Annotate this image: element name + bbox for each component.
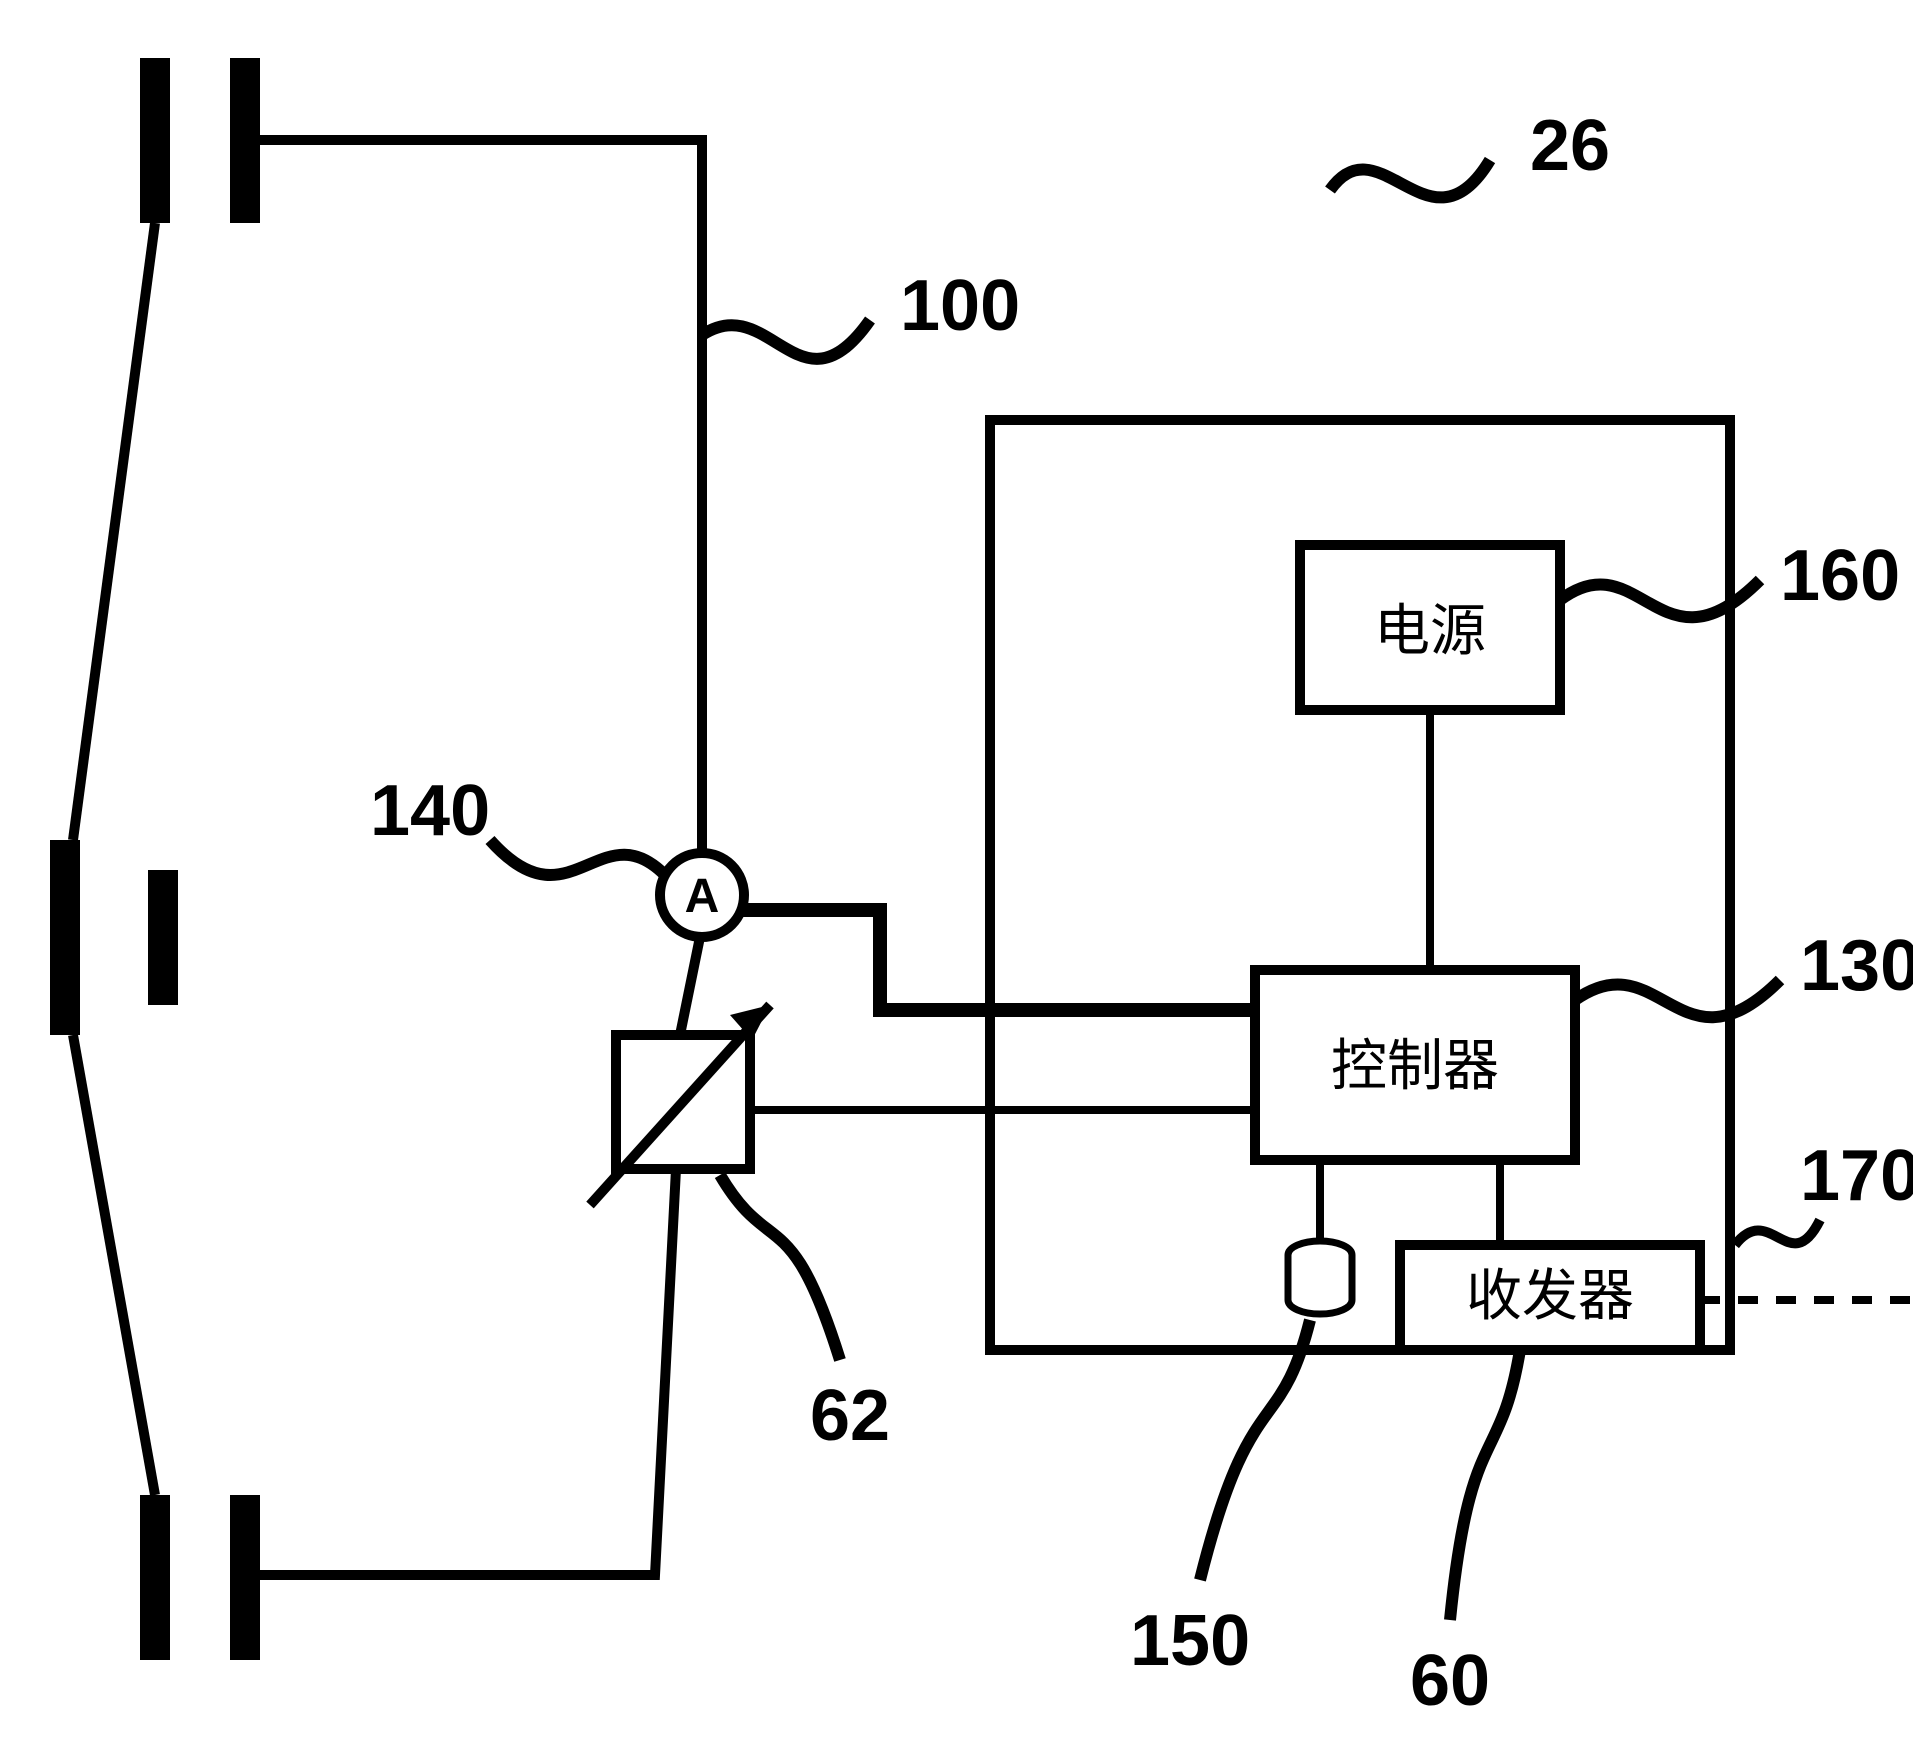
wire xyxy=(73,223,155,840)
capacitor-plate xyxy=(50,840,80,1035)
ref-160: 160 xyxy=(1780,536,1900,616)
ref-170: 170 xyxy=(1800,1136,1913,1216)
leader-130 xyxy=(1575,980,1780,1017)
leader-170 xyxy=(1735,1220,1820,1245)
wire xyxy=(73,1035,155,1495)
wire xyxy=(260,1169,676,1575)
leader-60 xyxy=(1450,1350,1520,1620)
capacitor-plate xyxy=(230,1495,260,1660)
ref-26: 26 xyxy=(1530,106,1610,186)
circuit-diagram: A 电源 控制器 收发器 26 100 160 xyxy=(0,0,1913,1754)
capacitor-plate xyxy=(148,870,178,1005)
ref-62: 62 xyxy=(810,1376,890,1456)
capacitor-plate xyxy=(140,58,170,223)
ref-140: 140 xyxy=(370,771,490,851)
ref-60: 60 xyxy=(1410,1641,1490,1721)
ammeter-label: A xyxy=(685,870,720,923)
leader-140 xyxy=(490,840,665,875)
cylinder-icon xyxy=(1288,1241,1352,1314)
leader-150 xyxy=(1200,1320,1310,1580)
power-label: 电源 xyxy=(1374,601,1486,663)
wire xyxy=(680,937,700,1035)
ref-100: 100 xyxy=(900,266,1020,346)
capacitor-plate xyxy=(140,1495,170,1660)
leader-62 xyxy=(720,1175,840,1360)
ref-150: 150 xyxy=(1130,1601,1250,1681)
wire xyxy=(260,140,702,853)
capacitor-plate xyxy=(230,58,260,223)
ref-130: 130 xyxy=(1800,926,1913,1006)
transceiver-label: 收发器 xyxy=(1466,1266,1634,1328)
wire xyxy=(743,910,1255,1010)
leader-100 xyxy=(702,320,870,359)
leader-26 xyxy=(1330,160,1490,197)
controller-label: 控制器 xyxy=(1331,1036,1499,1098)
